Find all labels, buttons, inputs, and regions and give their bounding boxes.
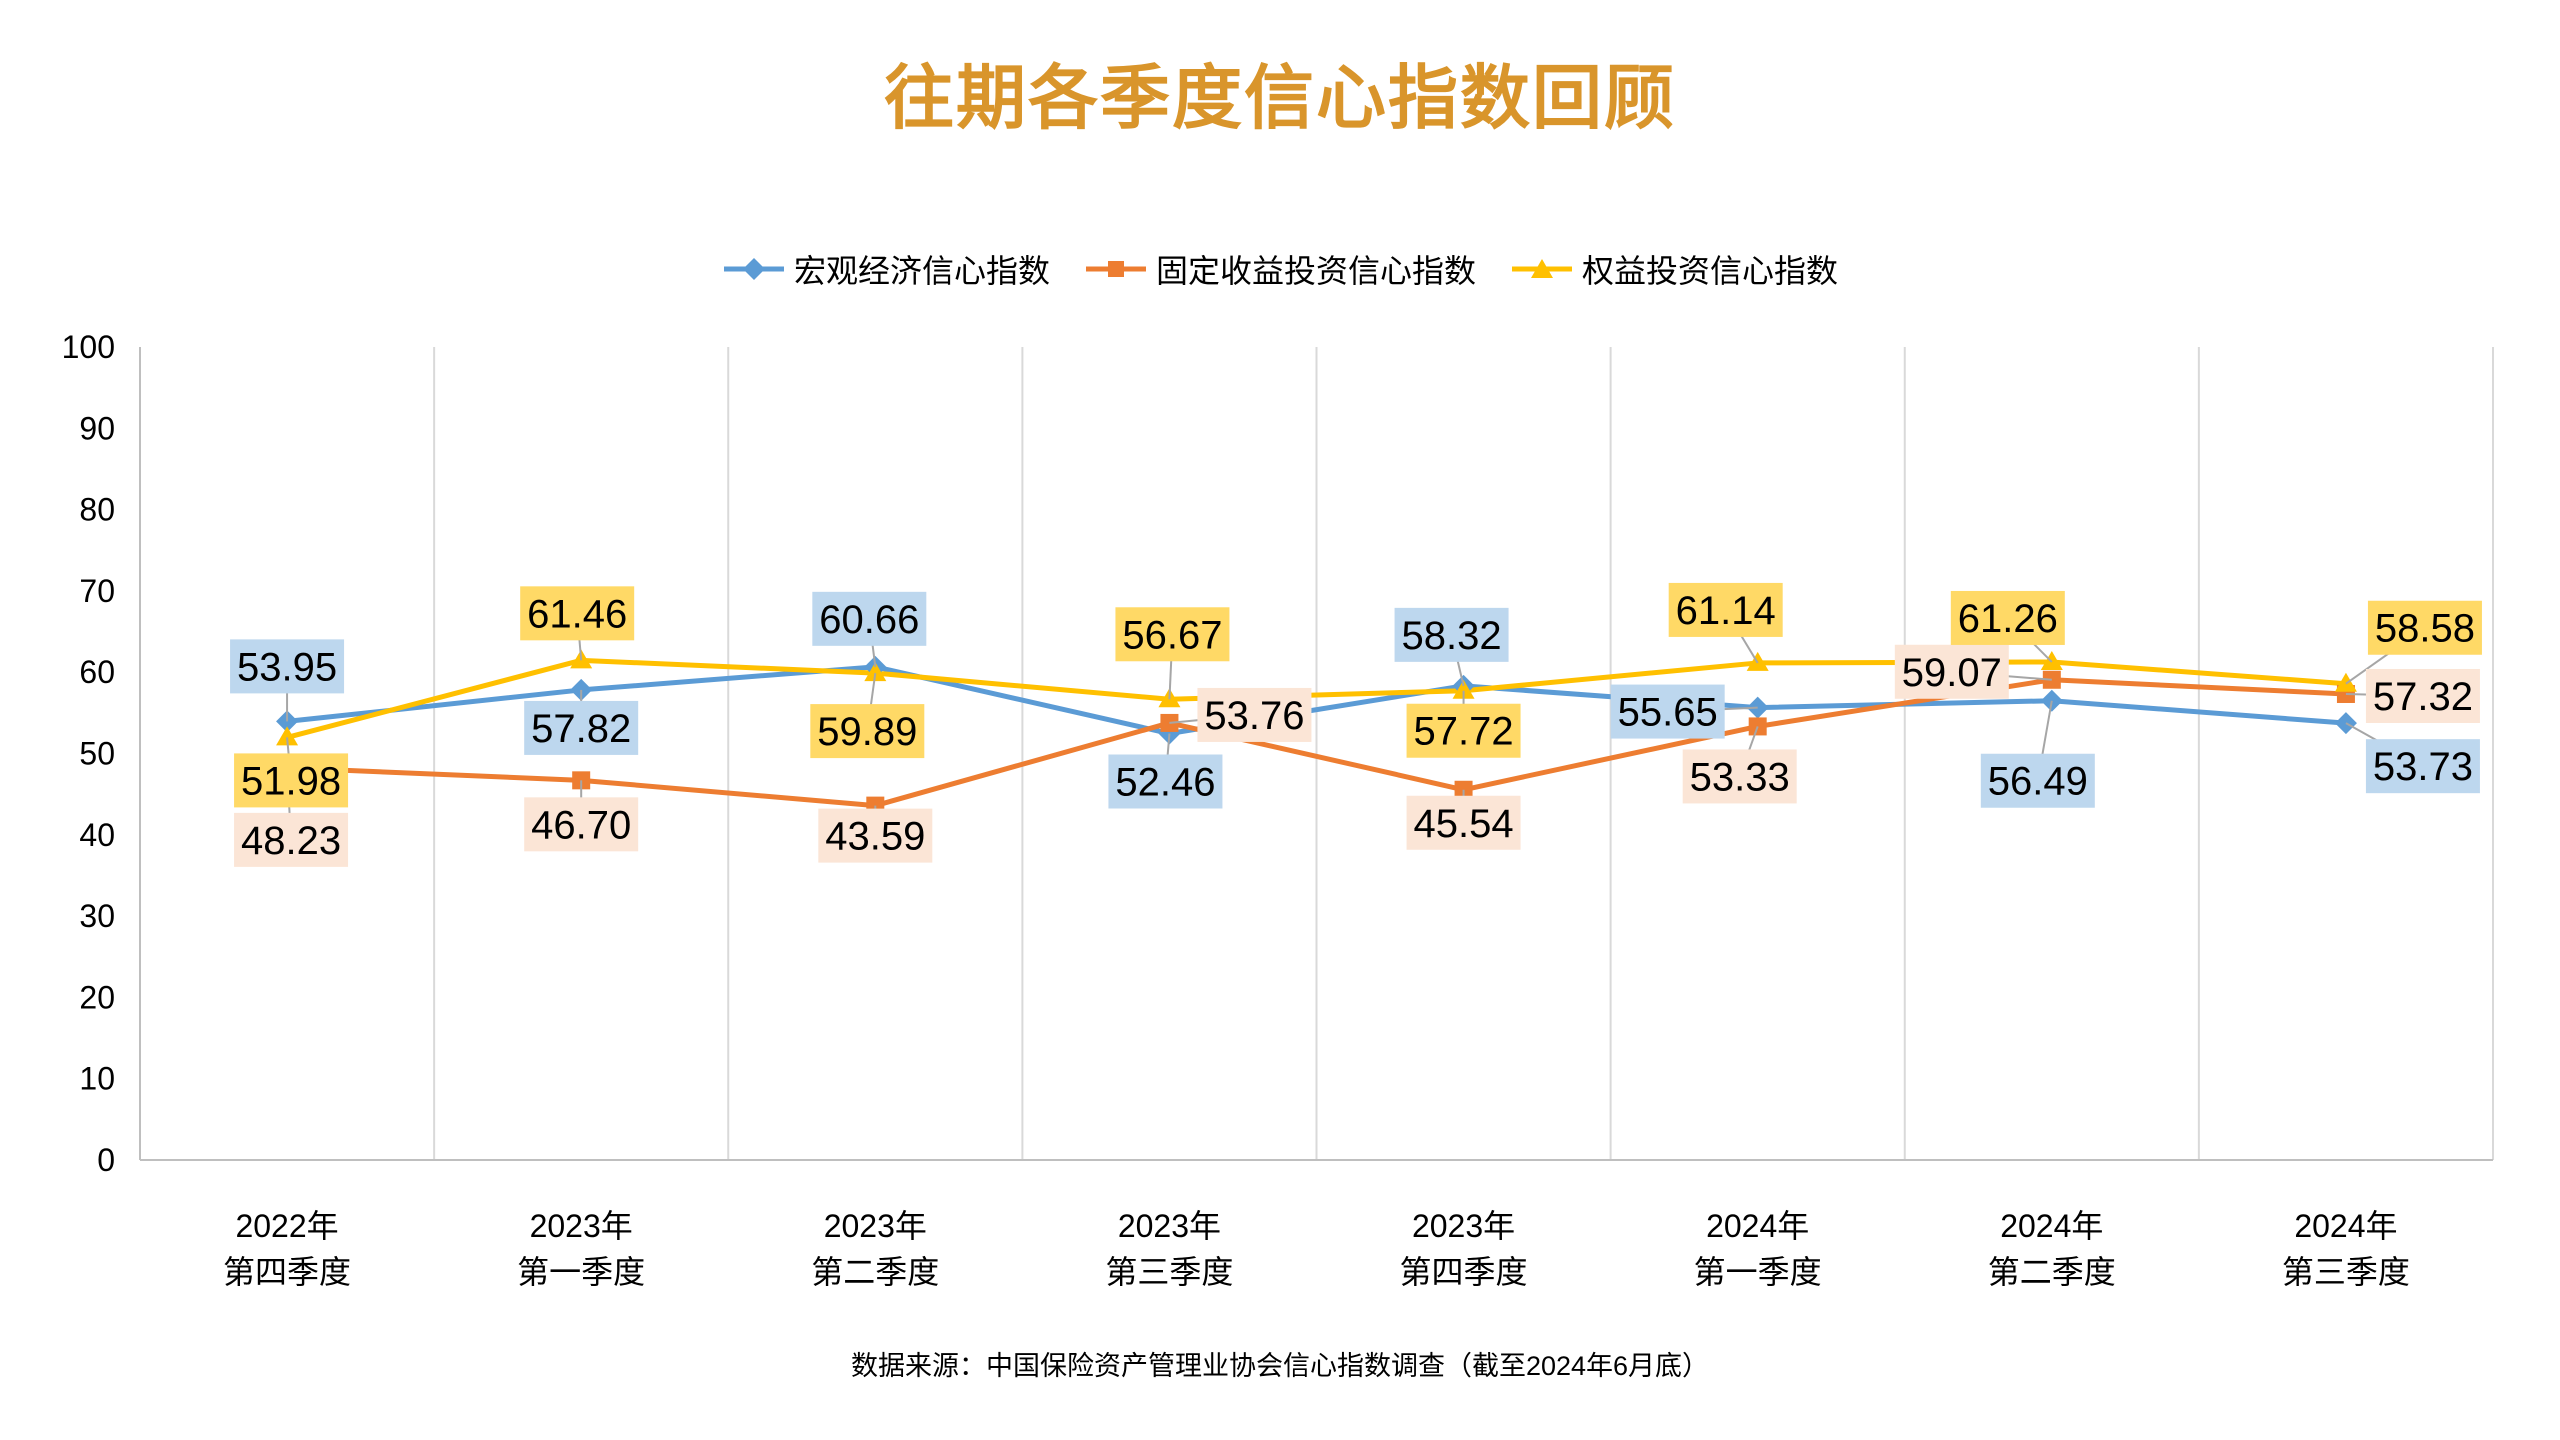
- macro-economy-data-label-value: 55.65: [1618, 691, 1718, 735]
- equity-investment-data-label-box: [1115, 607, 1230, 662]
- y-axis-tick-label: 50: [79, 736, 115, 772]
- equity-investment-data-label-box: [810, 704, 925, 759]
- macro-economy-data-label-box: [1610, 684, 1725, 739]
- x-axis-category-label: 2022年第四季度: [223, 1208, 351, 1290]
- legend-marker-triangle-icon: [1512, 259, 1572, 278]
- fixed-income-data-label-box: [1406, 795, 1521, 850]
- fixed-income-data-label-value: 53.76: [1204, 694, 1304, 738]
- legend-item-fixed-income: 固定收益投资信心指数: [1084, 246, 1476, 292]
- equity-investment-data-label-value: 56.67: [1122, 613, 1222, 657]
- fixed-income-data-label-value: 57.32: [2373, 675, 2473, 719]
- y-axis-tick-label: 10: [79, 1061, 115, 1097]
- macro-economy-data-label-value: 58.32: [1402, 614, 1502, 658]
- equity-investment-data-label-value: 61.46: [527, 592, 627, 636]
- source-note: 数据来源：中国保险资产管理业协会信心指数调查（截至2024年6月底）: [850, 1351, 1710, 1381]
- y-axis-tick-label: 100: [62, 329, 115, 365]
- macro-economy-data-label-value: 53.73: [2373, 745, 2473, 789]
- y-axis-tick-label: 0: [97, 1142, 115, 1178]
- fixed-income-data-label-box: [234, 812, 349, 867]
- fixed-income-data-label-box: [524, 797, 639, 852]
- macro-economy-data-label-box: [2365, 739, 2480, 794]
- x-axis-category-label: 2023年第三季度: [1105, 1208, 1233, 1290]
- macro-economy-data-label-box: [524, 700, 639, 755]
- x-axis-category-label: 2023年第一季度: [517, 1208, 645, 1290]
- fixed-income-data-label-value: 53.33: [1690, 755, 1790, 799]
- fixed-income-data-label-value: 48.23: [241, 819, 341, 863]
- equity-investment-data-label-box: [1406, 703, 1521, 758]
- fixed-income-data-label-value: 45.54: [1414, 802, 1514, 846]
- legend-marker-square-icon: [1085, 261, 1146, 277]
- macro-economy-data-label-box: [230, 639, 345, 694]
- equity-investment-data-label-value: 51.98: [241, 759, 341, 803]
- equity-investment-data-label-box: [1950, 590, 2065, 645]
- macro-economy-data-label-value: 52.46: [1115, 761, 1215, 805]
- fixed-income-data-label-box: [818, 808, 933, 863]
- x-axis-category-label: 2024年第三季度: [2282, 1208, 2410, 1290]
- legend-item-macro-economy: 宏观经济信心指数: [722, 246, 1050, 292]
- fixed-income-data-label-value: 46.70: [531, 803, 631, 847]
- equity-investment-data-label-box: [2367, 600, 2482, 655]
- macro-economy-data-label-value: 53.95: [237, 645, 337, 689]
- fixed-income-data-label-value: 59.07: [1902, 651, 2002, 695]
- equity-investment-data-label-value: 57.72: [1414, 710, 1514, 754]
- x-axis-category-label: 2023年第四季度: [1400, 1208, 1528, 1290]
- legend: 宏观经济信心指数 固定收益投资信心指数 权益投资信心指数: [0, 246, 2560, 292]
- equity-investment-marker-triangle: [864, 662, 887, 682]
- fixed-income-data-label-value: 43.59: [825, 815, 925, 859]
- equity-investment-marker-triangle: [276, 726, 299, 746]
- equity-investment-data-label-value: 61.26: [1958, 597, 2058, 641]
- macro-economy-data-label-value: 60.66: [819, 598, 919, 642]
- fixed-income-data-label-box: [2365, 668, 2480, 723]
- equity-investment-marker-triangle: [2334, 672, 2357, 692]
- y-axis-tick-label: 70: [79, 573, 115, 609]
- macro-economy-data-label-box: [1394, 607, 1509, 662]
- equity-investment-data-label-box: [520, 586, 635, 641]
- equity-investment-data-label-box: [1668, 582, 1783, 637]
- y-axis-tick-label: 60: [79, 654, 115, 690]
- macro-economy-data-label-box: [1108, 754, 1223, 809]
- y-axis-tick-label: 30: [79, 898, 115, 934]
- y-axis-tick-label: 90: [79, 410, 115, 446]
- x-axis-category-label: 2024年第一季度: [1694, 1208, 1822, 1290]
- equity-investment-data-label-value: 59.89: [817, 710, 917, 754]
- legend-label: 权益投资信心指数: [1582, 253, 1839, 289]
- macro-economy-series-line: [286, 664, 2347, 737]
- equity-investment-data-label-value: 58.58: [2375, 607, 2475, 651]
- legend-label: 固定收益投资信心指数: [1155, 253, 1476, 289]
- macro-economy-data-label-value: 57.82: [531, 707, 631, 751]
- x-axis-category-label: 2023年第二季度: [811, 1208, 939, 1290]
- chart-title: 往期各季度信心指数回顾: [884, 59, 1676, 137]
- legend-marker-diamond-icon: [723, 258, 784, 280]
- fixed-income-data-label-box: [1197, 687, 1312, 742]
- y-axis-tick-label: 80: [79, 492, 115, 528]
- equity-investment-data-label-box: [234, 753, 349, 808]
- fixed-income-data-label-box: [1682, 749, 1797, 804]
- equity-investment-marker-triangle: [2040, 650, 2063, 670]
- fixed-income-data-label-box: [1894, 644, 2009, 699]
- x-axis-category-label: 2024年第二季度: [1988, 1208, 2116, 1290]
- macro-economy-data-label-value: 56.49: [1988, 760, 2088, 804]
- equity-investment-marker-triangle: [1452, 679, 1475, 699]
- equity-investment-data-label-value: 61.14: [1676, 589, 1776, 633]
- y-axis-tick-label: 20: [79, 979, 115, 1015]
- y-axis-tick-label: 40: [79, 817, 115, 853]
- macro-economy-data-label-box: [1980, 753, 2095, 808]
- legend-label: 宏观经济信心指数: [793, 253, 1050, 289]
- macro-economy-data-label-box: [812, 591, 927, 646]
- legend-item-equity-investment: 权益投资信心指数: [1510, 246, 1838, 292]
